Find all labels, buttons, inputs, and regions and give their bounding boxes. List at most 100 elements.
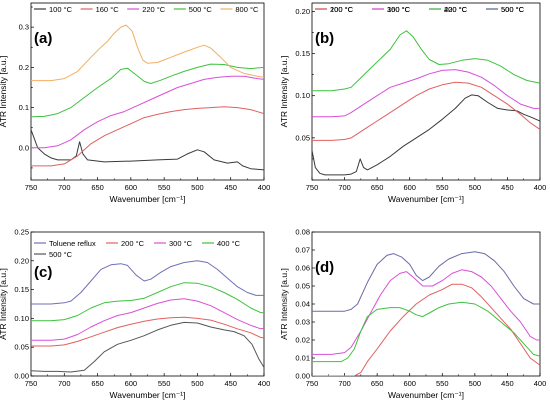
legend-label: 500 °C [49, 250, 73, 259]
x-tick-label: 450 [224, 183, 237, 192]
plot-frame [311, 231, 541, 377]
legend-label: 200 °C [330, 5, 354, 14]
series-line-1 [31, 129, 264, 171]
y-tick-label: 0.04 [295, 300, 310, 309]
x-tick-label: 400 [258, 379, 271, 388]
y-tick-label: 0.1 [19, 103, 29, 112]
x-tick-label: 400 [534, 183, 547, 192]
x-tick-label: 550 [436, 379, 449, 388]
plot-frame [30, 2, 265, 181]
y-tick-label: 0.0 [19, 143, 29, 152]
series-line-4 [31, 282, 264, 322]
chart-panel-1: 750 700 650 600 550 500 450 400 0.0 0.1 0.2 0.3 Wave… [0, 2, 271, 204]
legend-label: 500 °C [501, 5, 525, 14]
x-tick-label: 700 [58, 183, 71, 192]
x-tick-label: 450 [501, 183, 514, 192]
y-axis-label: ATR Intensity [a.u.] [0, 268, 8, 340]
legend-label: 220 °C [142, 5, 166, 14]
x-tick-label: 750 [25, 379, 38, 388]
x-tick-label: 700 [338, 379, 351, 388]
legend-label: 500 °C [189, 5, 213, 14]
plot-frame [311, 2, 541, 181]
y-tick-label: 0.05 [295, 133, 310, 142]
x-tick-label: 550 [158, 379, 171, 388]
x-tick-label: 600 [125, 379, 138, 388]
chart-legend: 100 °C 160 °C 220 °C 500 °C 800 °C [34, 5, 259, 14]
legend-label: 160 °C [96, 5, 120, 14]
panel-label: (b) [315, 30, 334, 47]
y-tick-label: 0.3 [19, 23, 29, 32]
series-line-3 [31, 75, 264, 149]
x-tick-label: 700 [58, 379, 71, 388]
legend-label: 100 °C [49, 5, 73, 14]
y-tick-label: 0.02 [295, 336, 310, 345]
x-tick-label: 500 [469, 183, 482, 192]
y-tick-label: 0.20 [14, 256, 29, 265]
chart-panel-4: 750 700 650 600 550 500 450 400 0.00 0.01 0.02 0.03… [279, 5, 546, 400]
y-tick-label: 0.15 [14, 285, 29, 294]
series-line-2 [312, 81, 540, 141]
x-tick-label: 500 [191, 379, 204, 388]
y-tick-label: 0.2 [19, 63, 29, 72]
x-tick-label: 500 [191, 183, 204, 192]
chart-panel-3: 750 700 650 600 550 500 450 400 0.00 0.05 0.10 0.15… [0, 228, 270, 401]
panel-label: (d) [315, 259, 334, 276]
x-tick-label: 750 [306, 183, 319, 192]
x-tick-label: 750 [25, 183, 38, 192]
x-tick-label: 700 [338, 183, 351, 192]
x-tick-label: 750 [306, 379, 319, 388]
x-tick-label: 400 [258, 183, 271, 192]
chart-panel-2: 750 700 650 600 550 500 450 400 0.05 0.10 0.15 0.20… [279, 2, 547, 204]
x-tick-label: 550 [436, 183, 449, 192]
x-tick-label: 450 [501, 379, 514, 388]
series-line-5 [31, 321, 264, 373]
y-tick-label: 0.20 [295, 7, 310, 16]
x-tick-label: 650 [91, 183, 104, 192]
series-line-3 [31, 298, 264, 341]
panel-label: (a) [34, 30, 52, 47]
series-line-3 [312, 301, 540, 363]
x-tick-label: 600 [403, 379, 416, 388]
legend-label: 400 °C [217, 239, 241, 248]
series-line-2 [312, 269, 540, 355]
legend-label: 400 °C [444, 5, 468, 14]
legend-label: 100 °C [330, 5, 354, 14]
y-tick-label: 0.05 [14, 343, 29, 352]
legend-label: 800 °C [235, 5, 259, 14]
x-tick-label: 650 [371, 183, 384, 192]
y-tick-label: 0.00 [14, 372, 29, 381]
legend-label: 500 °C [501, 5, 525, 14]
y-tick-label: 0.15 [295, 49, 310, 58]
chart-legend: 200 °C 300 °C 400 °C 500 °C [315, 5, 525, 14]
legend-label: Toluene reflux [49, 239, 96, 248]
y-axis-label: ATR Intensity [a.u.] [279, 56, 289, 128]
series-line-2 [31, 316, 264, 347]
series-line-5 [31, 24, 264, 82]
x-axis-label: Wavenumber [cm⁻¹] [110, 390, 186, 400]
y-tick-label: 0.03 [295, 318, 310, 327]
series-line-1 [312, 94, 540, 176]
legend-label: 200 °C [121, 239, 145, 248]
series-line-4 [312, 30, 540, 92]
series-line-4 [31, 63, 264, 118]
x-tick-label: 650 [371, 379, 384, 388]
x-axis-label: Wavenumber [cm⁻¹] [388, 390, 464, 400]
y-tick-label: 0.01 [295, 354, 310, 363]
x-axis-label: Wavenumber [cm⁻¹] [110, 194, 186, 204]
y-axis-label: ATR Intensity [a.u.] [0, 56, 8, 128]
y-tick-label: 0.00 [295, 372, 310, 381]
x-tick-label: 600 [125, 183, 138, 192]
x-tick-label: 650 [91, 379, 104, 388]
y-tick-label: 0.10 [14, 314, 29, 323]
x-axis-label: Wavenumber [cm⁻¹] [388, 194, 464, 204]
x-tick-label: 400 [534, 379, 547, 388]
x-tick-label: 550 [158, 183, 171, 192]
x-tick-label: 600 [403, 183, 416, 192]
y-tick-label: 0.08 [295, 228, 310, 237]
series-line-1 [31, 260, 264, 305]
x-tick-label: 450 [224, 379, 237, 388]
series-line-4 [312, 251, 540, 312]
x-tick-label: 500 [469, 379, 482, 388]
legend-label: 300 °C [169, 239, 193, 248]
